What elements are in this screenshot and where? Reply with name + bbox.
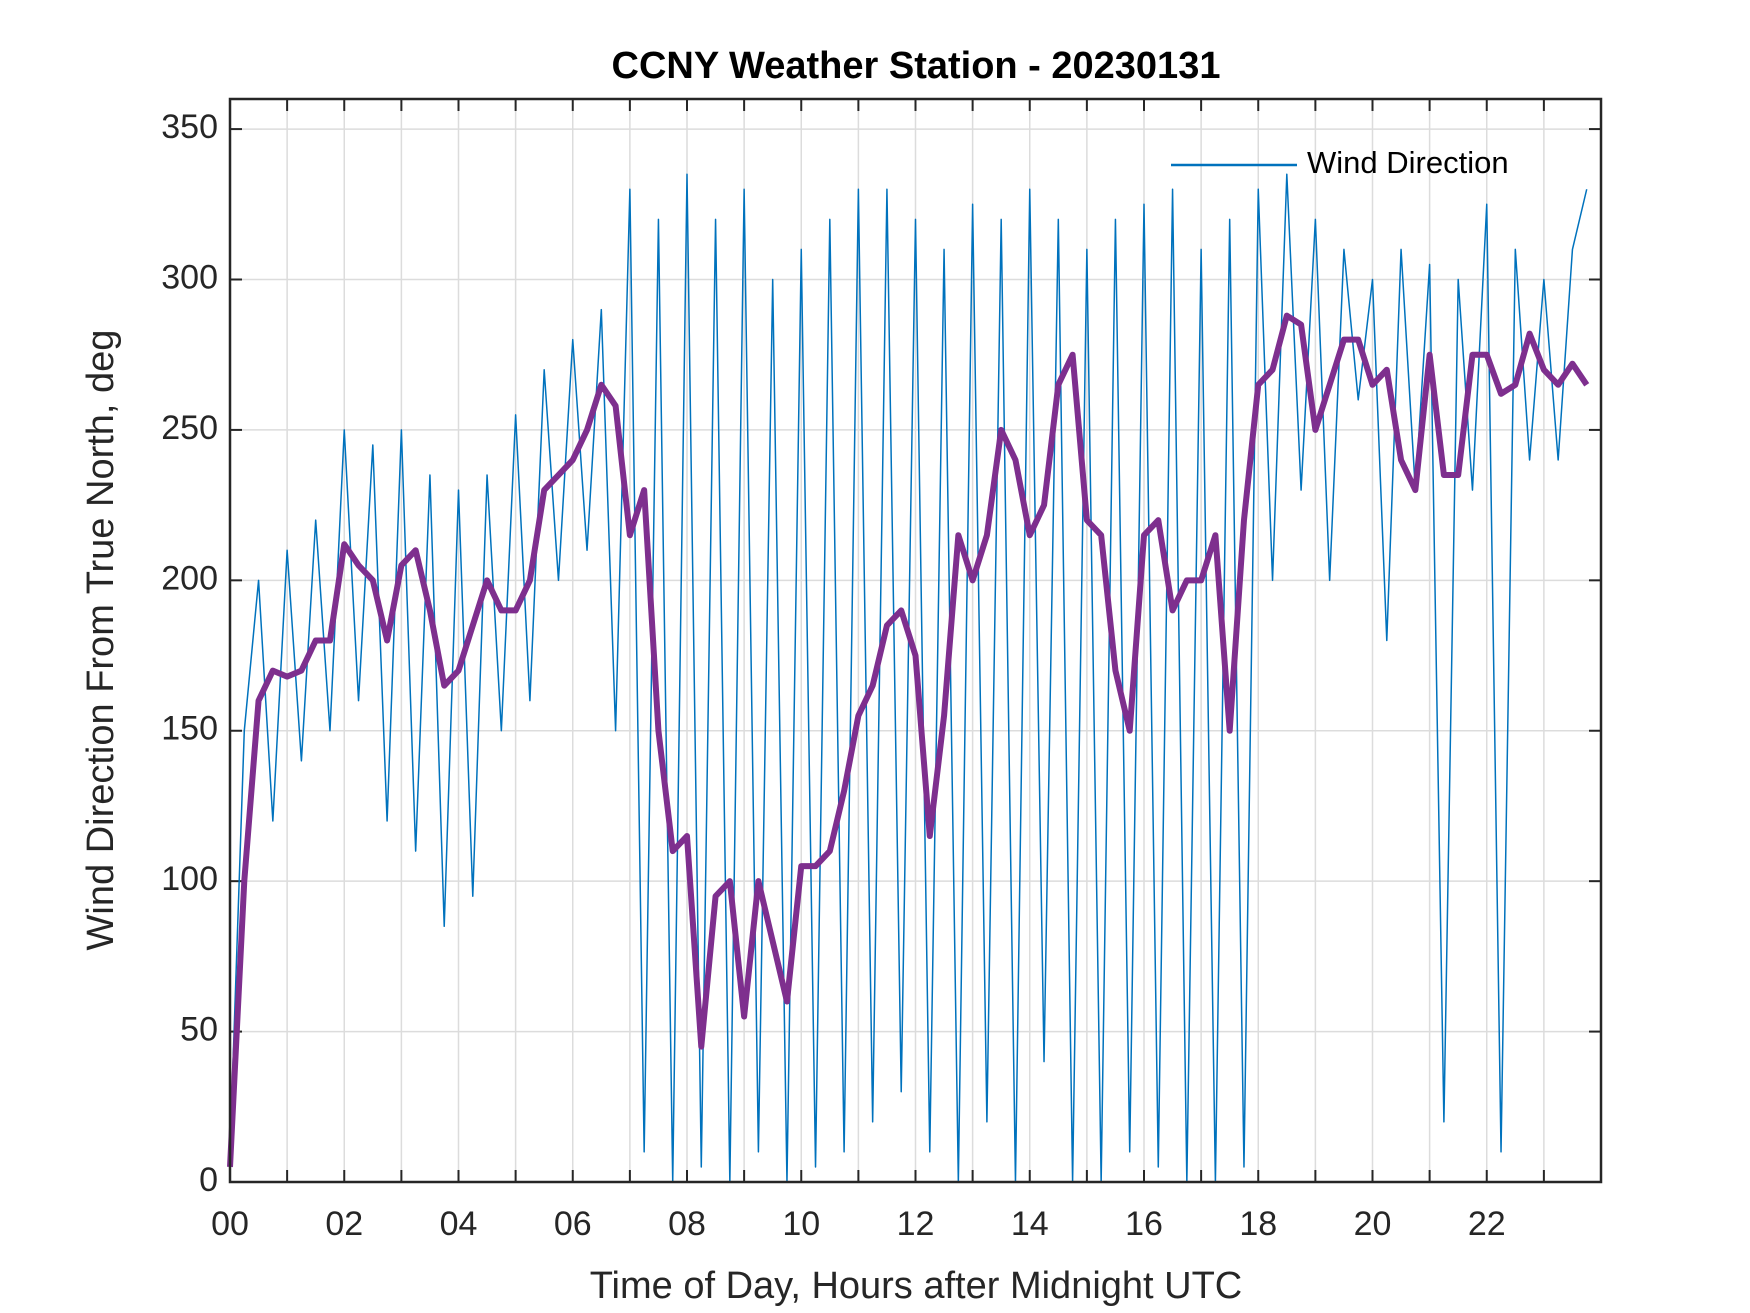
x-tick-label: 14 — [1011, 1205, 1049, 1243]
x-tick-label: 06 — [554, 1205, 592, 1243]
y-tick-label: 50 — [180, 1011, 218, 1049]
x-tick-label: 16 — [1125, 1205, 1163, 1243]
x-tick-label: 04 — [440, 1205, 478, 1243]
y-tick-label: 200 — [161, 559, 218, 597]
x-tick-label: 22 — [1468, 1205, 1506, 1243]
x-tick-label: 02 — [325, 1205, 363, 1243]
x-tick-label: 18 — [1239, 1205, 1277, 1243]
y-tick-label: 300 — [161, 258, 218, 296]
y-tick-label: 100 — [161, 860, 218, 898]
y-tick-label: 250 — [161, 409, 218, 447]
x-tick-label: 00 — [211, 1205, 249, 1243]
data-line — [229, 173, 1588, 1183]
y-tick-label: 0 — [199, 1161, 218, 1199]
x-tick-label: 20 — [1354, 1205, 1392, 1243]
data-line — [227, 312, 1590, 1168]
axes-box — [228, 97, 1603, 1184]
x-tick-label: 08 — [668, 1205, 706, 1243]
chart-title: CCNY Weather Station - 20230131 — [612, 45, 1221, 87]
y-axis-label: Wind Direction From True North, deg — [80, 330, 122, 951]
x-tick-label: 10 — [782, 1205, 820, 1243]
x-tick-label: 12 — [897, 1205, 935, 1243]
y-tick-label: 350 — [161, 108, 218, 146]
y-tick-label: 150 — [161, 710, 218, 748]
legend-label: Wind Direction — [1307, 145, 1509, 180]
x-axis-label: Time of Day, Hours after Midnight UTC — [590, 1265, 1243, 1307]
